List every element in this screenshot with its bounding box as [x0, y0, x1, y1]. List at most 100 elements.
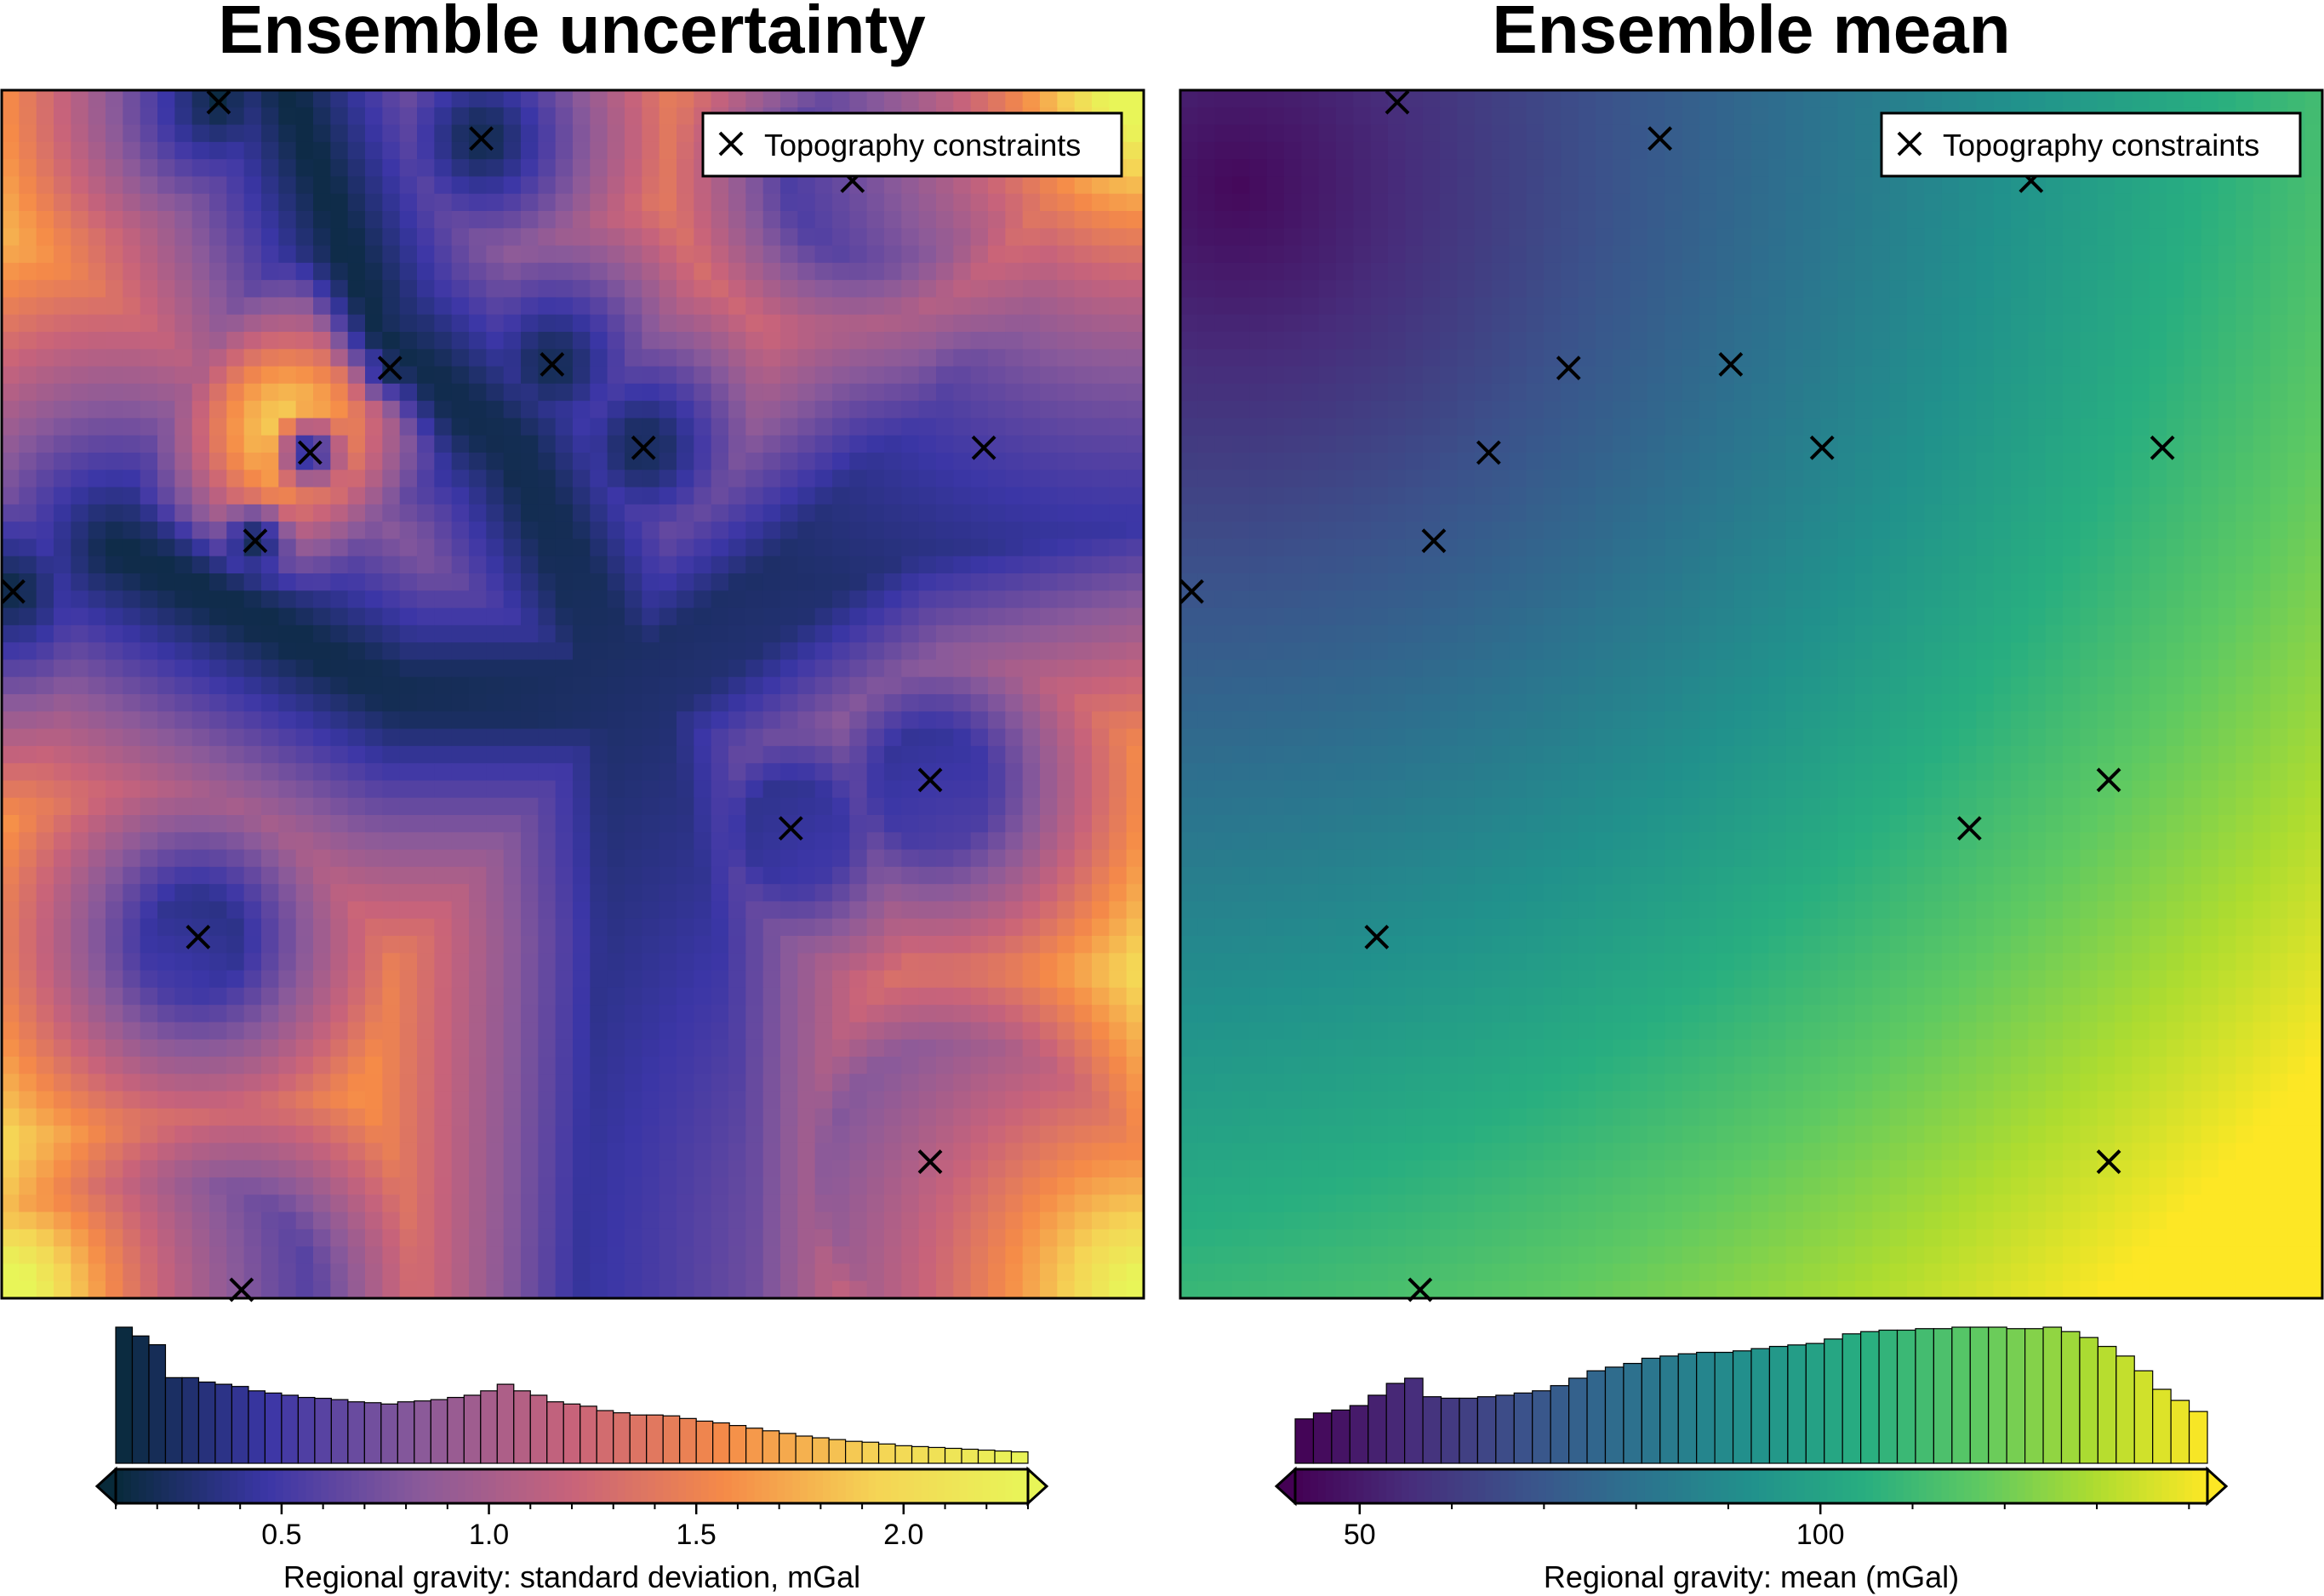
heatmap-cell [1109, 1074, 1128, 1092]
heatmap-cell [538, 676, 557, 695]
heatmap-cell [2, 711, 20, 730]
heatmap-cell [71, 970, 89, 989]
heatmap-cell [226, 1108, 245, 1126]
heatmap-cell [313, 1057, 331, 1074]
heatmap-cell [1126, 884, 1145, 903]
heatmap-cell [849, 987, 868, 1006]
heatmap-cell [728, 504, 746, 522]
heatmap-cell [728, 815, 746, 833]
heatmap-cell [659, 262, 677, 281]
heatmap-cell [694, 1108, 712, 1126]
heatmap-cell [191, 453, 210, 470]
heatmap-cell [797, 1194, 816, 1213]
heatmap-cell [261, 366, 279, 385]
heatmap-cell [1005, 953, 1024, 972]
heatmap-cell [54, 245, 71, 264]
heatmap-cell [278, 159, 297, 178]
heatmap-cell [866, 297, 885, 316]
heatmap-cell [918, 245, 937, 264]
heatmap-cell [780, 711, 798, 730]
heatmap-cell [970, 1263, 989, 1282]
heatmap-cell [106, 211, 123, 229]
heatmap-cell [901, 90, 920, 108]
heatmap-cell [261, 1074, 279, 1092]
heatmap-cell [832, 487, 850, 505]
heatmap-cell [243, 590, 262, 609]
heatmap-cell [174, 1005, 193, 1023]
heatmap-cell [538, 1039, 557, 1057]
heatmap-cell [918, 1108, 937, 1126]
heatmap-cell [106, 487, 123, 505]
heatmap-cell [88, 694, 106, 712]
heatmap-cell [209, 383, 227, 402]
histogram-bar [496, 1383, 515, 1464]
heatmap-cell [970, 728, 989, 747]
heatmap-cell [1232, 90, 1250, 108]
heatmap-cell [1440, 90, 1458, 108]
heatmap-cell [1388, 107, 1406, 126]
heatmap-cell [1716, 107, 1735, 126]
heatmap-cell [745, 1074, 764, 1092]
heatmap-cell [849, 711, 868, 730]
heatmap-cell [123, 1280, 141, 1299]
heatmap-cell [953, 245, 972, 264]
heatmap-cell [642, 1057, 660, 1074]
heatmap-cell [36, 1039, 54, 1057]
heatmap-cell [503, 936, 522, 954]
heatmap-cell [762, 487, 781, 505]
heatmap-cell [625, 1091, 642, 1109]
heatmap-cell [330, 918, 349, 937]
heatmap-cell [988, 1194, 1006, 1213]
heatmap-cell [953, 1143, 972, 1161]
heatmap-cell [728, 1039, 746, 1057]
heatmap-cell [347, 694, 366, 712]
colorbar-segment [640, 1469, 648, 1503]
heatmap-cell [278, 1160, 297, 1178]
heatmap-cell [174, 1057, 193, 1074]
heatmap-cell [140, 918, 158, 937]
heatmap-cell [365, 728, 383, 747]
heatmap-cell [780, 970, 798, 989]
heatmap-cell [1074, 1039, 1093, 1057]
heatmap-cell [1126, 642, 1145, 661]
heatmap-cell [209, 262, 227, 281]
heatmap-cell [503, 970, 522, 989]
heatmap-cell [382, 1228, 401, 1247]
heatmap-cell [503, 504, 522, 522]
heatmap-cell [36, 624, 54, 643]
heatmap-cell [261, 780, 279, 799]
heatmap-cell [677, 539, 694, 557]
heatmap-cell [71, 418, 89, 436]
heatmap-cell [261, 849, 279, 868]
heatmap-cell [521, 659, 539, 678]
heatmap-cell [797, 607, 816, 626]
heatmap-cell [762, 366, 781, 385]
heatmap-cell [123, 624, 141, 643]
heatmap-cell [191, 1108, 210, 1126]
heatmap-cell [226, 453, 245, 470]
heatmap-cell [659, 366, 677, 385]
heatmap-cell [469, 141, 487, 160]
heatmap-cell [694, 1177, 712, 1195]
heatmap-cell [123, 607, 141, 626]
heatmap-cell [590, 193, 608, 212]
heatmap-cell [745, 642, 764, 661]
heatmap-cell [659, 280, 677, 299]
colorbar-segment [572, 1469, 580, 1503]
heatmap-cell [278, 1211, 297, 1230]
heatmap-cell [2, 694, 20, 712]
heatmap-cell [607, 1177, 625, 1195]
heatmap-cell [157, 487, 175, 505]
heatmap-cell [2, 453, 20, 470]
heatmap-cell [918, 849, 937, 868]
heatmap-cell [486, 1126, 505, 1144]
heatmap-cell [1561, 107, 1579, 126]
heatmap-cell [123, 332, 141, 350]
histogram-bar [115, 1326, 134, 1464]
heatmap-cell [677, 297, 694, 316]
heatmap-cell [1074, 522, 1093, 540]
heatmap-cell [469, 211, 487, 229]
heatmap-cell [1074, 1246, 1093, 1265]
heatmap-cell [814, 745, 833, 764]
heatmap-cell [884, 901, 902, 920]
